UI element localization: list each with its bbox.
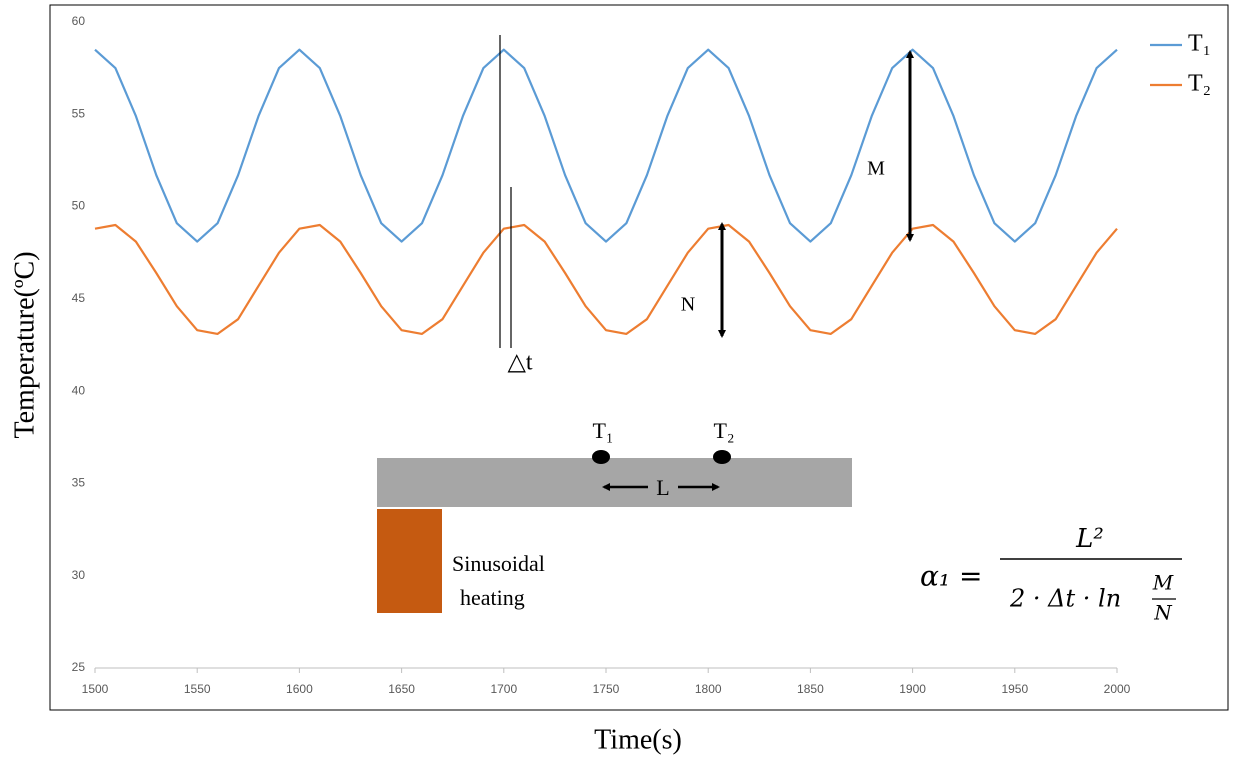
probe [592,450,610,464]
x-tick-label: 1800 [695,682,722,696]
y-tick-label: 30 [72,568,86,582]
frame [49,4,1229,711]
y-tick-label: 40 [72,383,86,397]
formula-denominator: 2 · Δt · ln [1009,585,1121,613]
y-axis-title: Temperature(ºC) [9,251,40,438]
rod [377,458,852,507]
y-tick-label: 25 [72,660,86,674]
x-tick-label: 1900 [899,682,926,696]
x-tick-label: 1500 [82,682,109,696]
x-tick-label: 2000 [1104,682,1131,696]
legend-label: T₁ [1188,31,1211,57]
x-tick-label: 1700 [490,682,517,696]
formula-ratio-top: M [1152,571,1174,595]
probe-label: T₁ [592,418,613,443]
y-tick-label: 60 [72,14,86,28]
x-axis-title: Time(s) [594,724,682,755]
m-label: M [867,158,885,180]
y-tick-label: 55 [72,106,86,120]
x-tick-label: 1550 [184,682,211,696]
series-line [94,223,1118,335]
x-tick-label: 1950 [1001,682,1028,696]
x-tick-label: 1750 [593,682,620,696]
heater [377,509,442,613]
l-label: L [656,475,669,500]
x-tick-label: 1650 [388,682,415,696]
formula-numerator: L² [1075,524,1104,554]
plot-area: 25 30 35 40 45 50 55 60 1500 1550 1600 1650 1700 1750… [72,14,1211,696]
heater-label: Sinusoidal [452,551,545,576]
x-tick-label: 1600 [286,682,313,696]
delta-t-label: △t [507,350,532,376]
legend-label: T₂ [1188,71,1211,97]
formula-ratio-bottom: N [1153,601,1173,625]
heater-label: heating [460,585,525,610]
series-line [94,48,1118,243]
y-tick-label: 35 [72,476,86,490]
n-label: N [681,294,695,316]
y-tick-label: 45 [72,291,86,305]
probe-label: T₂ [713,418,734,443]
y-tick-label: 50 [72,199,86,213]
x-tick-label: 1850 [797,682,824,696]
probe [713,450,731,464]
formula-lhs: α₁ = [920,560,983,593]
